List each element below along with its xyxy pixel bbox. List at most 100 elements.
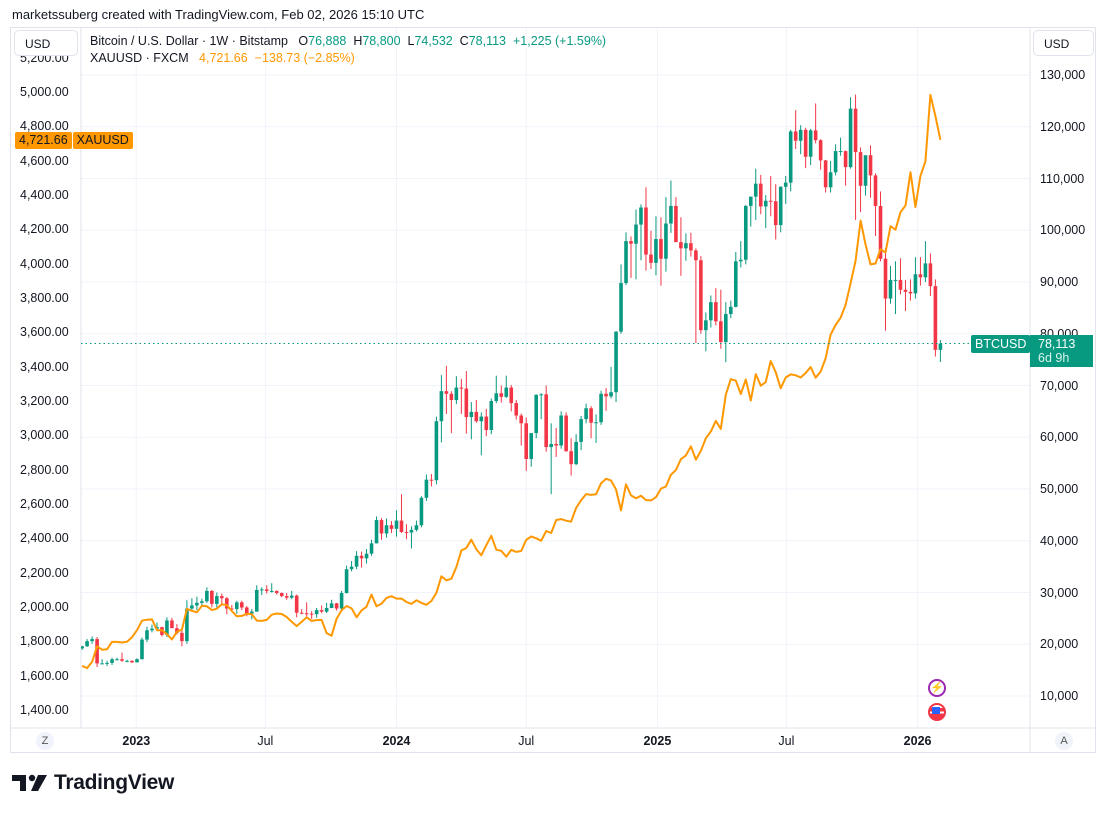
candle-body xyxy=(748,196,753,206)
currency-button-right[interactable]: USD xyxy=(1033,30,1094,56)
candle-body xyxy=(499,393,504,397)
candle-body xyxy=(898,279,903,290)
legend-gold[interactable]: XAUUSD · FXCM 4,721.66 −138.73 (−2.85%) xyxy=(90,51,355,65)
btc-candle xyxy=(499,385,504,403)
btc-candle xyxy=(823,159,828,193)
candle-body xyxy=(195,602,199,606)
candle-body xyxy=(304,613,309,615)
candle-body xyxy=(469,411,474,418)
btc-candle xyxy=(509,384,514,412)
candle-body xyxy=(848,108,853,168)
btc-candle xyxy=(699,256,703,334)
legend-btc-name: Bitcoin / U.S. Dollar · 1W · Bitstamp xyxy=(90,34,288,48)
auto-scale-button[interactable]: A xyxy=(1055,732,1073,750)
candle-body xyxy=(679,242,683,249)
left-axis-tick: 5,000.00 xyxy=(20,85,69,99)
right-axis-tick: 40,000 xyxy=(1040,533,1079,548)
chart-frame xyxy=(10,27,1096,753)
candle-body xyxy=(439,391,444,422)
btc-candle xyxy=(634,209,638,280)
candle-body xyxy=(294,595,299,613)
gold-price-label: 4,721.66 xyxy=(15,131,72,149)
candle-body xyxy=(539,394,543,396)
btc-candle xyxy=(843,150,848,186)
legend-close-label: C xyxy=(459,34,469,48)
btc-candle xyxy=(279,592,284,598)
candle-body xyxy=(225,598,229,609)
candle-body xyxy=(773,201,778,226)
candle-body xyxy=(339,593,344,609)
candle-body xyxy=(180,632,184,642)
btc-candle xyxy=(125,659,129,663)
btc-candle xyxy=(454,376,459,405)
candle-body xyxy=(574,441,578,465)
candle-body xyxy=(399,520,404,532)
candle-body xyxy=(634,224,638,244)
candle-body xyxy=(135,659,139,663)
btc-candle xyxy=(828,160,833,193)
candle-body xyxy=(125,660,129,662)
left-axis-tick: 2,200.00 xyxy=(20,565,69,580)
candle-body xyxy=(249,611,254,614)
btc-candle xyxy=(808,128,813,166)
btc-price-badge: 78,113 6d 9h xyxy=(1030,334,1093,367)
currency-button-left[interactable]: USD xyxy=(14,30,78,56)
btc-candle xyxy=(768,175,773,217)
btc-candle xyxy=(559,411,563,449)
legend-btc[interactable]: Bitcoin / U.S. Dollar · 1W · Bitstamp O7… xyxy=(90,34,607,48)
btc-candle xyxy=(793,110,798,150)
left-axis-tick: 2,400.00 xyxy=(20,531,69,546)
time-axis-tick: Jul xyxy=(778,734,795,748)
btc-candle xyxy=(384,518,389,538)
btc-candle xyxy=(319,605,324,614)
candle-body xyxy=(279,593,284,597)
candle-body xyxy=(624,241,628,284)
btc-candle xyxy=(449,391,454,434)
btc-candle xyxy=(873,173,878,236)
btc-candle xyxy=(714,288,718,326)
btc-candle xyxy=(494,375,499,404)
btc-candle xyxy=(309,611,314,619)
btc-candle xyxy=(674,197,678,243)
candle-body xyxy=(893,279,898,281)
us-flag-event-icon[interactable] xyxy=(928,703,946,721)
tradingview-logo[interactable]: TradingView xyxy=(12,771,174,795)
chart-credit: marketssuberg created with TradingView.c… xyxy=(12,7,425,22)
btc-candle xyxy=(274,590,279,595)
right-axis-tick: 60,000 xyxy=(1040,430,1079,445)
lightning-event-icon[interactable]: ⚡ xyxy=(928,679,946,697)
btc-candle xyxy=(180,630,184,647)
btc-candle xyxy=(798,125,803,155)
candle-body xyxy=(519,415,524,424)
candle-body xyxy=(145,630,149,640)
candle-body xyxy=(494,393,499,402)
btc-candle xyxy=(344,565,349,594)
candle-body xyxy=(389,525,394,529)
btc-candle xyxy=(115,657,119,661)
candle-body xyxy=(215,596,219,604)
candle-body xyxy=(349,566,354,570)
right-axis-tick: 50,000 xyxy=(1040,482,1079,496)
btc-candle xyxy=(81,645,84,650)
candle-body xyxy=(843,151,848,168)
candle-body xyxy=(414,525,419,530)
btc-candle xyxy=(709,295,713,328)
btc-candle xyxy=(254,585,259,612)
candle-body xyxy=(808,130,813,157)
candle-body xyxy=(818,140,823,161)
btc-candle xyxy=(399,494,404,533)
candle-body xyxy=(409,529,414,533)
candle-body xyxy=(549,443,553,448)
time-axis-tick: 2024 xyxy=(382,734,411,748)
left-axis-tick: 3,600.00 xyxy=(20,325,69,340)
btc-candle xyxy=(753,168,758,220)
btc-candle xyxy=(140,637,144,660)
candle-body xyxy=(778,186,783,226)
candle-body xyxy=(793,131,798,141)
candle-body xyxy=(205,590,209,602)
left-axis-tick: 3,000.00 xyxy=(20,428,69,443)
candle-body xyxy=(758,183,763,207)
timezone-button[interactable]: Z xyxy=(36,732,54,750)
candle-body xyxy=(684,243,688,249)
